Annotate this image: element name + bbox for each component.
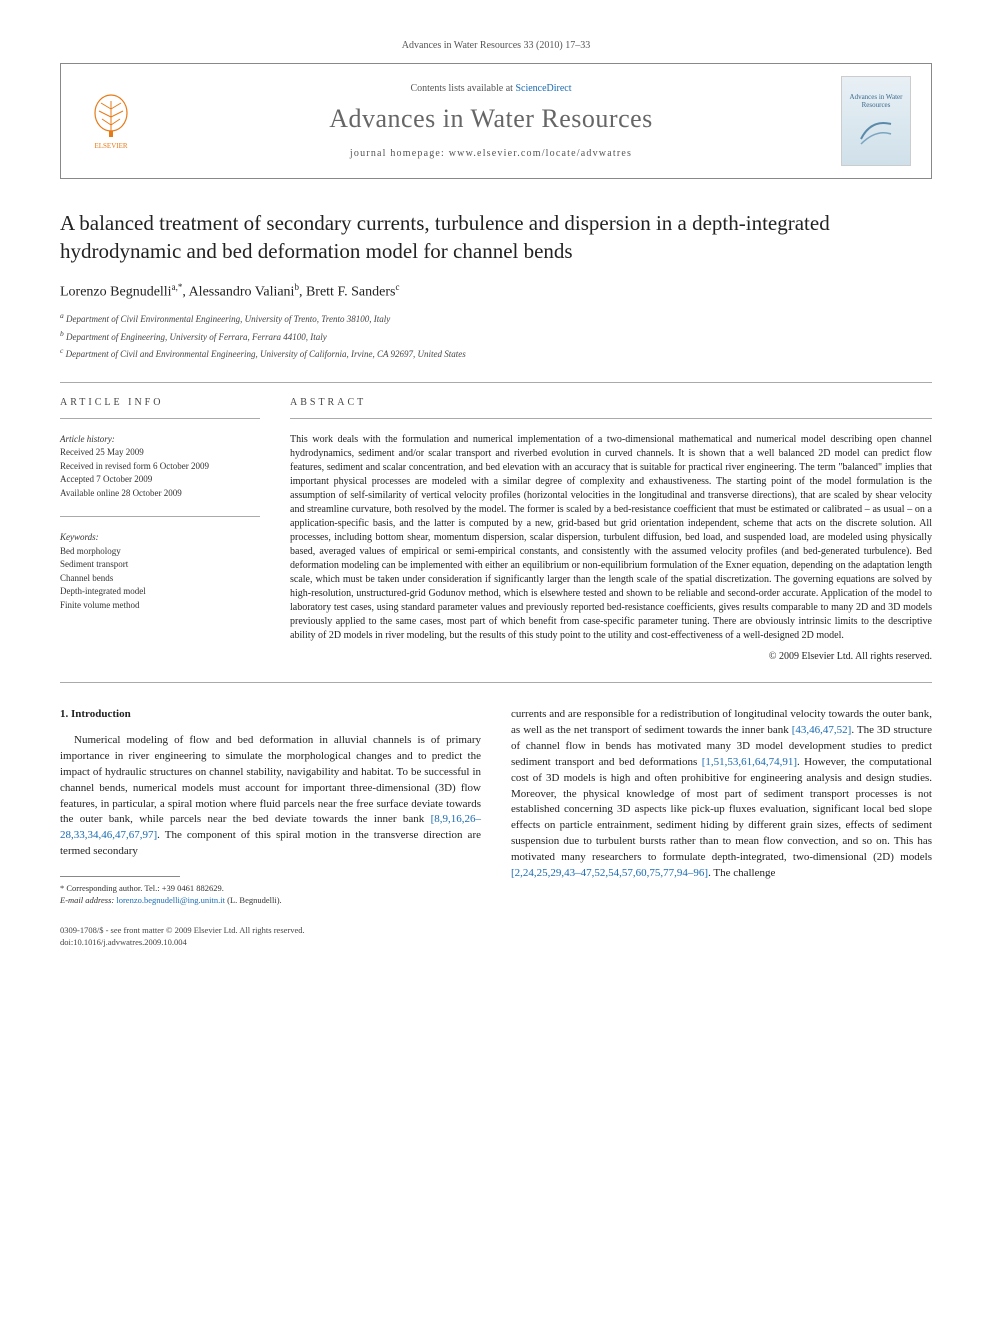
info-abstract-row: ARTICLE INFO Article history: Received 2… [60, 397, 932, 662]
body-paragraph: Numerical modeling of flow and bed defor… [60, 733, 481, 861]
keywords-block: Keywords: Bed morphology Sediment transp… [60, 531, 260, 612]
body-column-right: currents and are responsible for a redis… [511, 707, 932, 949]
journal-homepage-line: journal homepage: www.elsevier.com/locat… [141, 148, 841, 159]
cover-art-icon [856, 109, 896, 149]
contents-available-line: Contents lists available at ScienceDirec… [141, 83, 841, 94]
issn-copyright-line: 0309-1708/$ - see front matter © 2009 El… [60, 925, 481, 937]
divider [60, 682, 932, 683]
homepage-url[interactable]: www.elsevier.com/locate/advwatres [449, 148, 632, 159]
svg-text:ELSEVIER: ELSEVIER [94, 142, 127, 150]
keywords-label: Keywords: [60, 531, 260, 545]
abstract-copyright: © 2009 Elsevier Ltd. All rights reserved… [290, 651, 932, 662]
citation-link[interactable]: [2,24,25,29,43–47,52,54,57,60,75,77,94–9… [511, 867, 708, 879]
authors-line: Lorenzo Begnudellia,*, Alessandro Valian… [60, 282, 932, 301]
body-paragraph: currents and are responsible for a redis… [511, 707, 932, 882]
affiliations: a Department of Civil Environmental Engi… [60, 310, 932, 362]
keyword-item: Finite volume method [60, 599, 260, 613]
history-online: Available online 28 October 2009 [60, 487, 260, 501]
author-1-sup: a,* [172, 282, 183, 292]
body-columns: 1. Introduction Numerical modeling of fl… [60, 707, 932, 949]
author-2-sup: b [294, 282, 299, 292]
citation-header: Advances in Water Resources 33 (2010) 17… [60, 40, 932, 51]
email-line: E-mail address: lorenzo.begnudelli@ing.u… [60, 895, 481, 907]
body-column-left: 1. Introduction Numerical modeling of fl… [60, 707, 481, 949]
history-revised: Received in revised form 6 October 2009 [60, 460, 260, 474]
citation-link[interactable]: [1,51,53,61,64,74,91] [702, 756, 797, 768]
author-email-link[interactable]: lorenzo.begnudelli@ing.unitn.it [116, 895, 225, 905]
author-3-sup: c [395, 282, 399, 292]
citation-link[interactable]: [43,46,47,52] [792, 724, 852, 736]
divider [290, 418, 932, 419]
email-label: E-mail address: [60, 895, 116, 905]
journal-cover-thumbnail: Advances in Water Resources [841, 76, 911, 166]
sciencedirect-link[interactable]: ScienceDirect [515, 83, 571, 94]
keyword-item: Bed morphology [60, 545, 260, 559]
corresponding-author-note: * Corresponding author. Tel.: +39 0461 8… [60, 883, 481, 895]
author-2: Alessandro Valiani [189, 284, 295, 299]
affiliation-a: a Department of Civil Environmental Engi… [60, 310, 932, 327]
section-heading: 1. Introduction [60, 707, 481, 723]
email-suffix: (L. Begnudelli). [225, 895, 282, 905]
bottom-meta: 0309-1708/$ - see front matter © 2009 El… [60, 925, 481, 949]
history-accepted: Accepted 7 October 2009 [60, 473, 260, 487]
doi-line: doi:10.1016/j.advwatres.2009.10.004 [60, 937, 481, 949]
keyword-item: Sediment transport [60, 558, 260, 572]
abstract-heading: ABSTRACT [290, 397, 932, 408]
cover-title: Advances in Water Resources [846, 93, 906, 110]
abstract-text: This work deals with the formulation and… [290, 433, 932, 643]
article-title: A balanced treatment of secondary curren… [60, 209, 932, 266]
article-history: Article history: Received 25 May 2009 Re… [60, 433, 260, 501]
keyword-item: Channel bends [60, 572, 260, 586]
author-3: Brett F. Sanders [306, 284, 395, 299]
banner-center: Contents lists available at ScienceDirec… [141, 83, 841, 159]
footnotes: * Corresponding author. Tel.: +39 0461 8… [60, 883, 481, 907]
footnote-separator [60, 876, 180, 877]
divider [60, 516, 260, 517]
elsevier-tree-icon: ELSEVIER [86, 91, 136, 151]
article-info-column: ARTICLE INFO Article history: Received 2… [60, 397, 260, 662]
publisher-logo: ELSEVIER [81, 86, 141, 156]
contents-prefix: Contents lists available at [410, 83, 515, 94]
article-info-heading: ARTICLE INFO [60, 397, 260, 408]
divider [60, 382, 932, 383]
history-label: Article history: [60, 433, 260, 447]
homepage-prefix: journal homepage: [350, 148, 449, 159]
author-1: Lorenzo Begnudelli [60, 284, 172, 299]
history-received: Received 25 May 2009 [60, 446, 260, 460]
journal-banner: ELSEVIER Contents lists available at Sci… [60, 63, 932, 179]
journal-name: Advances in Water Resources [141, 104, 841, 134]
keyword-item: Depth-integrated model [60, 585, 260, 599]
affiliation-c: c Department of Civil and Environmental … [60, 345, 932, 362]
affiliation-b: b Department of Engineering, University … [60, 328, 932, 345]
abstract-column: ABSTRACT This work deals with the formul… [290, 397, 932, 662]
divider [60, 418, 260, 419]
